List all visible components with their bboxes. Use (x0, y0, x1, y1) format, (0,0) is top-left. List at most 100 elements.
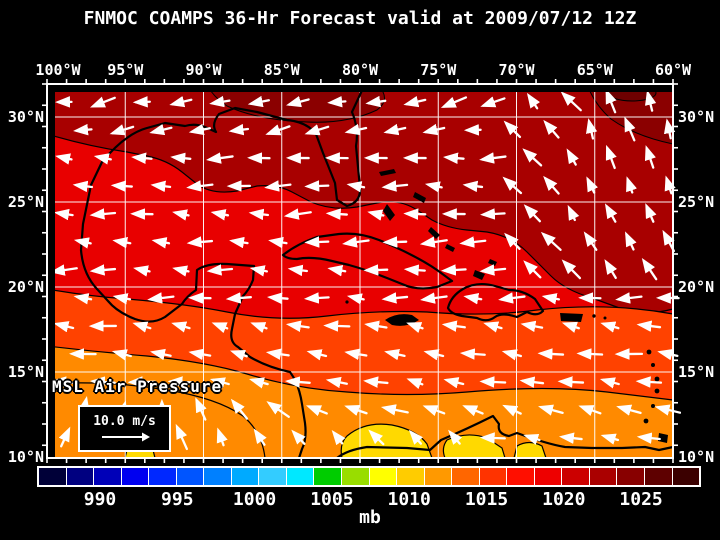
island-virgin (592, 314, 596, 318)
colorbar-tick-label: 1010 (387, 489, 431, 510)
wind-arrow-icon (325, 376, 348, 389)
lat-tick-label: 30°N (7, 108, 44, 126)
colorbar-tick-label: 1025 (619, 489, 663, 510)
colorbar-cell (204, 468, 232, 485)
wind-arrow-icon (459, 236, 487, 248)
coast-south-america (335, 414, 675, 460)
wind-arrow-icon (111, 349, 132, 361)
wind-arrow-icon (462, 180, 484, 193)
wind-arrow-icon (380, 404, 409, 416)
wind-arrow-icon (501, 349, 522, 361)
island-cayman (345, 300, 349, 304)
wind-arrow-icon (265, 124, 291, 136)
wind-arrow-icon (346, 181, 366, 193)
wind-arrow-icon (285, 320, 310, 332)
colorbar-cell (397, 468, 425, 485)
wind-arrow-icon (479, 152, 507, 164)
field-label: MSL Air Pressure (52, 377, 223, 396)
island-antilles (643, 418, 649, 424)
island-antilles (651, 363, 655, 367)
lat-tick-label: 10°N (7, 448, 44, 466)
wind-arrow-icon (327, 265, 347, 277)
wind-arrow-icon (344, 123, 368, 136)
wind-arrow-icon (304, 180, 330, 192)
pressure-band-orange (55, 346, 673, 458)
wind-arrow-icon (441, 264, 467, 276)
wind-arrow-icon (367, 209, 385, 221)
wind-arrow-icon (624, 116, 636, 142)
wind-arrow-icon (171, 321, 191, 333)
wind-arrow-icon (248, 377, 269, 389)
wind-arrow-icon (306, 405, 328, 417)
wind-arrow-icon (344, 348, 368, 361)
wind-arrow-icon (89, 264, 117, 276)
wind-arrow-icon (566, 148, 579, 166)
wind-arrow-icon (266, 401, 290, 418)
graticule (55, 92, 673, 458)
lat-tick-label: 15°N (7, 363, 44, 381)
wind-arrow-icon (443, 377, 465, 389)
island-bahamas (383, 204, 395, 221)
wind-arrow-icon (250, 322, 268, 333)
wind-arrow-icon (55, 264, 78, 276)
page-title: FNMOC COAMPS 36-Hr Forecast valid at 200… (83, 8, 637, 29)
wind-arrow-icon (253, 428, 267, 446)
wind-arrow-icon (419, 236, 448, 248)
wind-arrow-icon (408, 429, 423, 445)
colorbar-cell (39, 468, 67, 485)
island-antilles (651, 404, 655, 408)
wind-arrow-icon (267, 292, 289, 304)
wind-arrow-icon (365, 95, 387, 108)
wind-arrow-icon (133, 265, 151, 277)
wind-arrow-icon (567, 204, 580, 222)
wind-arrow-icon (147, 292, 175, 304)
lat-tick-label: 30°N (678, 108, 715, 126)
wind-arrow-icon (268, 236, 288, 249)
wind-arrow-icon (381, 180, 409, 192)
wind-arrow-icon (230, 398, 249, 420)
wind-arrow-icon (448, 429, 463, 445)
lon-tick-label: 75°W (420, 61, 457, 79)
wind-arrow-icon (561, 259, 582, 280)
island-puerto-rico (560, 313, 583, 322)
wind-arrow-icon (538, 404, 564, 416)
wind-arrow-icon (186, 180, 214, 192)
lon-tick-label: 95°W (107, 61, 144, 79)
wind-arrow-icon (109, 124, 135, 136)
wind-arrow-icon (382, 236, 408, 248)
wind-arrow-icon (423, 349, 445, 361)
wind-arrow-icon (560, 92, 582, 112)
island-virgin (603, 316, 607, 320)
wind-arrow-icon (167, 376, 195, 388)
wind-arrow-icon (342, 236, 370, 248)
wind-arrow-icon (284, 376, 311, 388)
wind-arrow-icon (304, 236, 330, 248)
colorbar-tick-label: 990 (83, 489, 117, 510)
wind-arrow-icon (55, 153, 73, 165)
wind-arrow-icon (463, 293, 483, 305)
wind-arrow-icon (641, 257, 658, 281)
wind-arrow-icon (654, 404, 681, 416)
wind-arrow-icon (657, 349, 679, 361)
wind-arrow-icon (645, 203, 657, 223)
wind-arrow-icon (406, 378, 424, 390)
wind-arrow-icon (188, 123, 211, 136)
wind-arrow-icon (265, 348, 290, 360)
wind-arrow-icon (504, 232, 521, 250)
wind-arrow-icon (209, 377, 230, 389)
wind-arrow-icon (480, 208, 506, 220)
wind-arrow-icon (502, 176, 523, 195)
wind-arrow-icon (583, 231, 598, 251)
wind-arrow-icon (229, 236, 249, 249)
wind-arrow-icon (519, 376, 545, 388)
forecast-map (42, 79, 681, 463)
colorbar-cell (562, 468, 590, 485)
wind-arrow-icon (384, 348, 406, 361)
wind-arrow-icon (287, 264, 309, 277)
wind-arrow-icon (363, 264, 389, 276)
wind-arrow-icon (604, 259, 618, 280)
wind-arrow-icon (599, 377, 620, 389)
colorbar-tick-label: 1000 (232, 489, 277, 510)
wind-arrow-icon (73, 293, 93, 305)
